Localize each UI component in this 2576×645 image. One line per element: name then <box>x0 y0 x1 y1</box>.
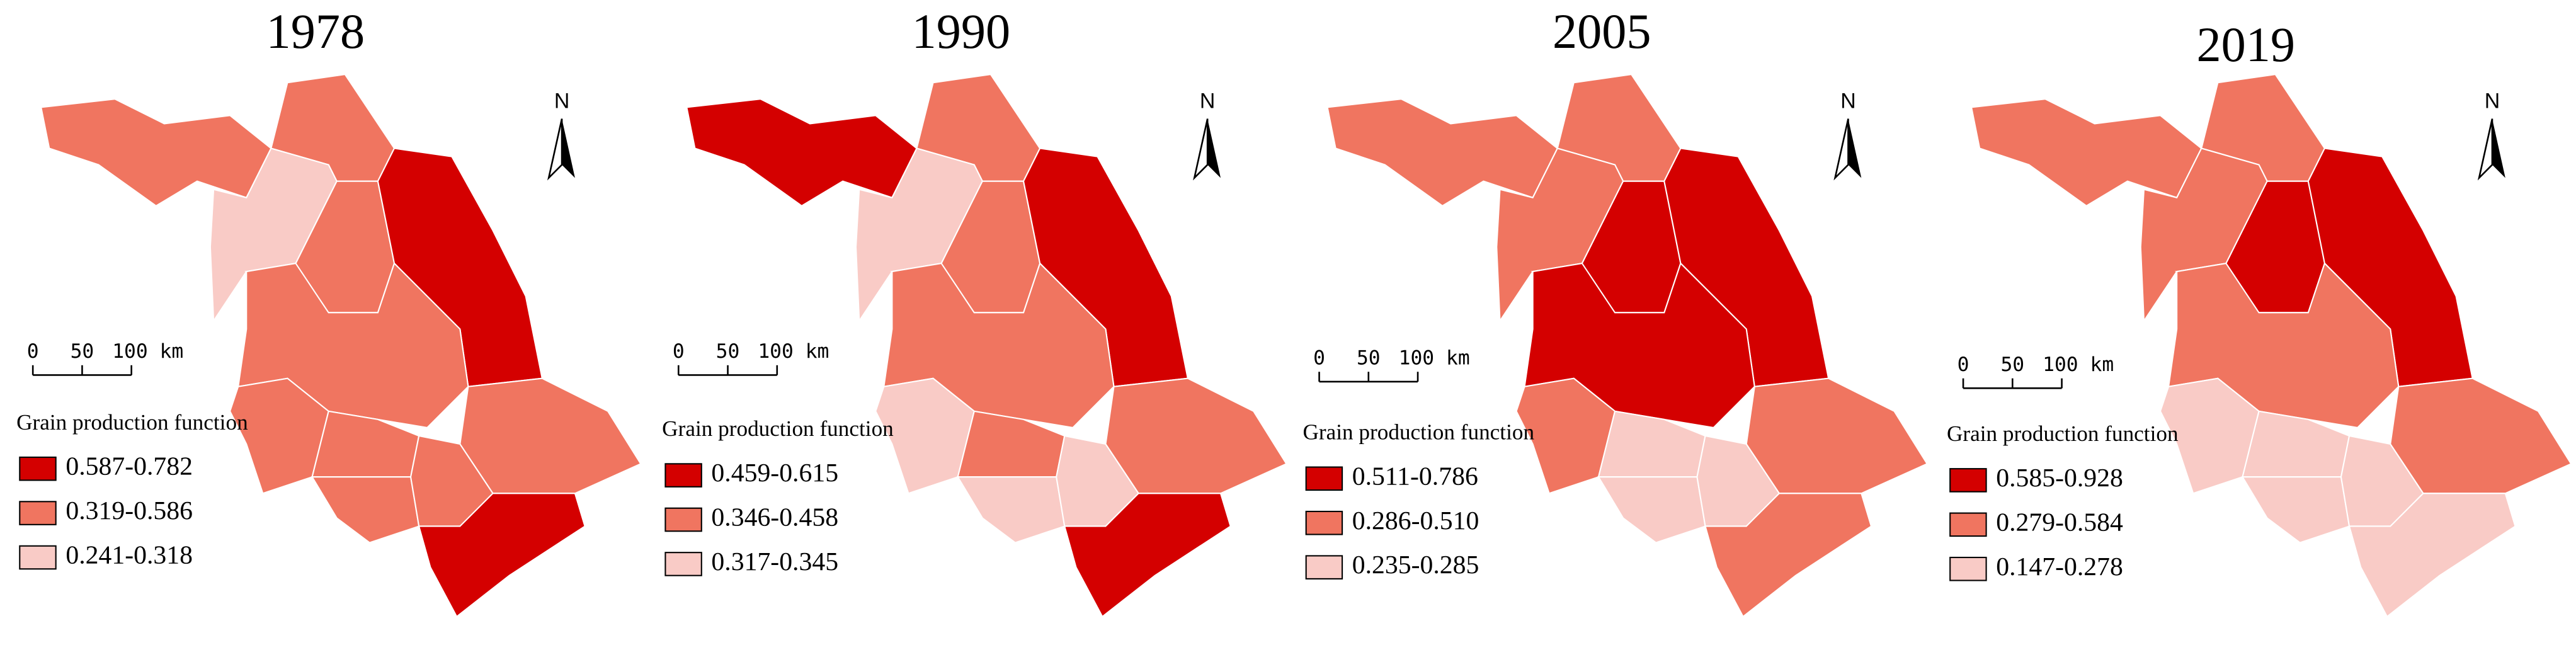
region <box>1515 377 1616 494</box>
region <box>311 476 420 544</box>
north-arrow <box>2492 118 2505 178</box>
region <box>686 98 918 207</box>
legend-swatch <box>664 507 702 532</box>
map-title: 1978 <box>266 4 365 59</box>
map-title: 2019 <box>2196 17 2295 72</box>
region <box>459 377 642 494</box>
map-panel: 1978 N 0 50 100 km Grain production function 0… <box>16 4 642 618</box>
legend-label: 0.317-0.345 <box>711 547 838 576</box>
legend-swatch <box>1949 556 1987 581</box>
north-arrow <box>1193 118 1209 181</box>
map-title: 1990 <box>912 4 1011 59</box>
region <box>1105 377 1287 494</box>
north-arrow <box>2477 118 2493 181</box>
legend-title: Grain production function <box>662 416 894 441</box>
legend-swatch <box>664 463 702 488</box>
region <box>229 377 329 494</box>
map-panel: 2005 N 0 50 100 km Grain production function 0… <box>1302 4 1929 618</box>
scale-label: 0 <box>1313 346 1325 369</box>
map-panel: 1990 N 0 50 100 km Grain production function 0… <box>662 4 1287 618</box>
map-title: 2005 <box>1553 4 1651 59</box>
scale-label: 50 <box>71 340 94 363</box>
region <box>2159 377 2260 494</box>
scale-label: 100 km <box>1399 346 1470 369</box>
legend-swatch <box>1949 512 1987 537</box>
north-arrow <box>1207 118 1221 178</box>
region <box>2241 476 2351 544</box>
legend-label: 0.459-0.615 <box>711 459 838 488</box>
region <box>956 476 1066 544</box>
legend-label: 0.147-0.278 <box>1996 552 2123 581</box>
legend-label: 0.346-0.458 <box>711 503 838 532</box>
scale-label: 100 km <box>112 340 183 363</box>
region <box>875 377 975 494</box>
scale-label: 50 <box>2000 353 2024 376</box>
scale-label: 100 km <box>2043 353 2114 376</box>
north-label: N <box>554 89 569 113</box>
legend-swatch <box>664 552 702 576</box>
legend-swatch <box>1305 510 1343 535</box>
legend-label: 0.241-0.318 <box>66 541 193 570</box>
legend-label: 0.511-0.786 <box>1352 462 1478 491</box>
region <box>1063 493 1231 618</box>
legend-label: 0.319-0.586 <box>66 496 193 525</box>
map-panel: 2019 N 0 50 100 km Grain production function 0… <box>1947 17 2572 618</box>
legend-label: 0.279-0.584 <box>1996 508 2123 537</box>
legend-label: 0.235-0.285 <box>1352 551 1479 579</box>
north-arrow <box>1848 118 1862 178</box>
legend-label: 0.286-0.510 <box>1352 506 1479 535</box>
scale-label: 0 <box>1958 353 1969 376</box>
legend-swatch <box>1305 466 1343 491</box>
north-arrow <box>547 118 563 181</box>
region <box>1704 493 1872 618</box>
region <box>1745 377 1929 494</box>
legend-swatch <box>1949 468 1987 493</box>
scale-label: 100 km <box>758 340 829 363</box>
legend-title: Grain production function <box>16 410 248 435</box>
north-label: N <box>1200 89 1215 113</box>
legend-title: Grain production function <box>1947 421 2179 446</box>
legend-title: Grain production function <box>1302 420 1534 444</box>
region <box>418 493 586 618</box>
scale-label: 50 <box>1357 346 1381 369</box>
scale-label: 50 <box>716 340 740 363</box>
scale-label: 0 <box>673 340 685 363</box>
region <box>2390 377 2572 494</box>
north-label: N <box>2485 89 2500 113</box>
legend-swatch <box>19 456 57 481</box>
legend-swatch <box>1305 555 1343 579</box>
legend-swatch <box>19 545 57 570</box>
legend-label: 0.587-0.782 <box>66 452 193 481</box>
region <box>2348 493 2516 618</box>
region <box>1970 98 2203 207</box>
scale-label: 0 <box>27 340 39 363</box>
legend-label: 0.585-0.928 <box>1996 464 2123 493</box>
region <box>40 98 272 207</box>
region <box>1597 476 1706 544</box>
north-arrow <box>562 118 575 178</box>
legend-swatch <box>19 501 57 525</box>
north-arrow <box>1833 118 1849 181</box>
north-label: N <box>1840 89 1855 113</box>
region <box>1326 98 1559 207</box>
